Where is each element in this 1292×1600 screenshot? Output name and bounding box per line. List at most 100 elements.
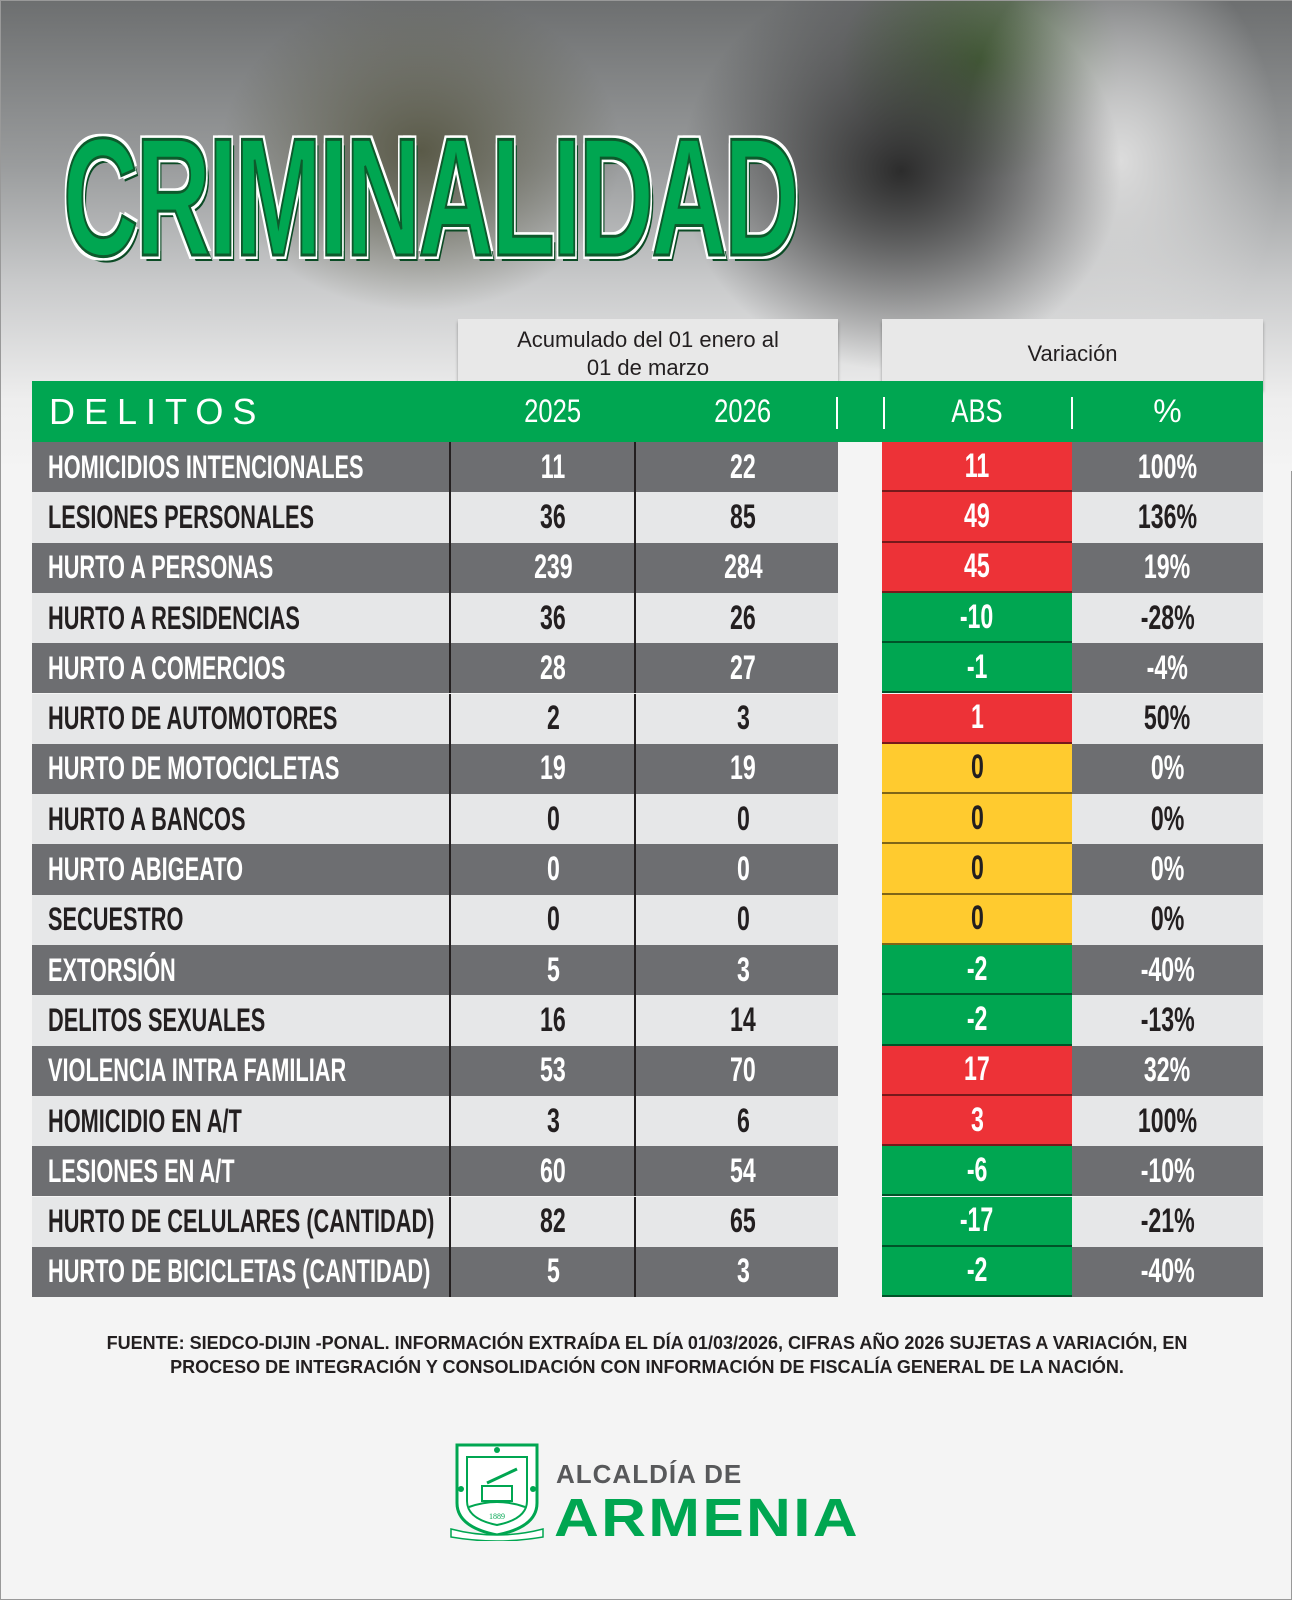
- value-2026: 14: [730, 1000, 756, 1039]
- source-note: FUENTE: SIEDCO-DIJIN -PONAL. INFORMACIÓN…: [106, 1333, 1188, 1377]
- value-2025: 0: [546, 799, 560, 838]
- pct-variation: -21%: [1140, 1202, 1195, 1241]
- value-2026: 26: [730, 598, 756, 637]
- delitos-header: DELITOS: [49, 390, 266, 432]
- abs-variation: -2: [882, 945, 1072, 996]
- value-2026: 65: [730, 1202, 756, 1241]
- value-2026: 70: [730, 1051, 756, 1090]
- column-gap: [838, 794, 882, 845]
- pct-variation: -4%: [1146, 648, 1189, 687]
- divider: [449, 592, 451, 644]
- pct-variation: -10%: [1140, 1151, 1195, 1190]
- pct-variation: -40%: [1140, 1252, 1195, 1291]
- pct-variation: 0%: [1150, 799, 1185, 838]
- pct-variation: 100%: [1137, 1101, 1198, 1140]
- table-row: HURTO A RESIDENCIAS 36 26 -10 -28%: [32, 592, 1263, 644]
- table-row: DELITOS SEXUALES 16 14 -2 -13%: [32, 995, 1263, 1046]
- pct-variation: 0%: [1150, 900, 1185, 939]
- pct-variation: 100%: [1137, 447, 1198, 486]
- divider: [634, 844, 636, 895]
- crime-name: VIOLENCIA INTRA FAMILIAR: [48, 1052, 347, 1089]
- column-gap: [838, 1196, 882, 1247]
- year-2025-header: 2025: [524, 393, 582, 429]
- value-2026: 3: [736, 950, 750, 989]
- table-row: HURTO ABIGEATO 0 0 0 0%: [32, 844, 1263, 895]
- logo-line2: ARMENIA: [554, 1488, 860, 1548]
- value-2025: 53: [540, 1051, 566, 1090]
- value-2025: 16: [540, 1000, 566, 1039]
- column-gap: [838, 542, 882, 593]
- variation-header: Variación: [882, 319, 1263, 389]
- pct-variation: 32%: [1144, 1051, 1191, 1090]
- column-gap: [838, 643, 882, 694]
- abs-variation: -10: [882, 592, 1072, 644]
- table-row: EXTORSIÓN 5 3 -2 -40%: [32, 945, 1263, 996]
- header-gap: [838, 381, 882, 442]
- divider: [449, 492, 451, 543]
- column-gap: [838, 1095, 882, 1147]
- divider: [883, 397, 885, 429]
- value-2025: 60: [540, 1151, 566, 1190]
- value-2026: 22: [730, 447, 756, 486]
- crime-name: HOMICIDIO EN A/T: [48, 1102, 242, 1139]
- divider: [634, 1246, 636, 1298]
- column-gap: [838, 894, 882, 945]
- table-row: LESIONES EN A/T 60 54 -6 -10%: [32, 1146, 1263, 1197]
- divider: [1071, 397, 1073, 429]
- accumulated-header: Acumulado del 01 enero al 01 de marzo: [458, 319, 838, 389]
- crime-name: HURTO DE CELULARES (CANTIDAD): [48, 1203, 435, 1240]
- abs-variation: 0: [882, 743, 1072, 795]
- value-2025: 239: [533, 548, 573, 587]
- divider: [449, 1146, 451, 1197]
- abs-variation: -6: [882, 1146, 1072, 1197]
- value-2026: 85: [730, 497, 756, 536]
- pct-variation: 19%: [1144, 548, 1191, 587]
- value-2026: 3: [736, 699, 750, 738]
- value-2025: 28: [540, 648, 566, 687]
- logo-year: 1889: [489, 1512, 505, 1521]
- table-row: VIOLENCIA INTRA FAMILIAR 53 70 17 32%: [32, 1045, 1263, 1096]
- divider: [449, 1246, 451, 1298]
- accumulated-label: Acumulado del 01 enero al 01 de marzo: [517, 327, 779, 380]
- pct-variation: -40%: [1140, 950, 1195, 989]
- divider: [634, 1045, 636, 1096]
- abs-variation: 17: [882, 1045, 1072, 1096]
- divider: [634, 894, 636, 945]
- table-row: HURTO DE AUTOMOTORES 2 3 1 50%: [32, 693, 1263, 744]
- abs-variation: 49: [882, 492, 1072, 543]
- divider: [449, 693, 451, 744]
- value-2026: 6: [736, 1101, 750, 1140]
- column-gap: [838, 693, 882, 744]
- value-2025: 82: [540, 1202, 566, 1241]
- divider: [634, 1095, 636, 1147]
- crime-name: LESIONES PERSONALES: [48, 498, 315, 535]
- value-2026: 284: [723, 548, 763, 587]
- page-title: CRIMINALIDAD: [62, 102, 800, 293]
- divider: [634, 442, 636, 493]
- value-2025: 0: [546, 850, 560, 889]
- column-gap: [838, 1246, 882, 1298]
- pct-variation: 0%: [1150, 850, 1185, 889]
- divider: [634, 693, 636, 744]
- value-2026: 0: [736, 900, 750, 939]
- table-row: LESIONES PERSONALES 36 85 49 136%: [32, 492, 1263, 543]
- divider: [634, 945, 636, 996]
- abs-variation: 45: [882, 542, 1072, 593]
- abs-variation: -2: [882, 1246, 1072, 1298]
- value-2026: 3: [736, 1252, 750, 1291]
- crime-name: DELITOS SEXUALES: [48, 1001, 266, 1038]
- abs-header: ABS: [951, 393, 1003, 429]
- divider: [634, 542, 636, 593]
- value-2025: 36: [540, 598, 566, 637]
- crime-name: HURTO A COMERCIOS: [48, 649, 286, 686]
- divider: [634, 794, 636, 845]
- crime-name: HURTO DE MOTOCICLETAS: [48, 750, 340, 787]
- crime-name: SECUESTRO: [48, 901, 184, 938]
- table-row: SECUESTRO 0 0 0 0%: [32, 894, 1263, 945]
- table-row: HURTO DE CELULARES (CANTIDAD) 82 65 -17 -21%: [32, 1196, 1263, 1247]
- divider: [449, 1095, 451, 1147]
- crime-name: HURTO A PERSONAS: [48, 549, 274, 586]
- table-row: HURTO DE BICICLETAS (CANTIDAD) 5 3 -2 -40%: [32, 1246, 1263, 1298]
- divider: [449, 1196, 451, 1247]
- crime-name: HURTO ABIGEATO: [48, 851, 244, 888]
